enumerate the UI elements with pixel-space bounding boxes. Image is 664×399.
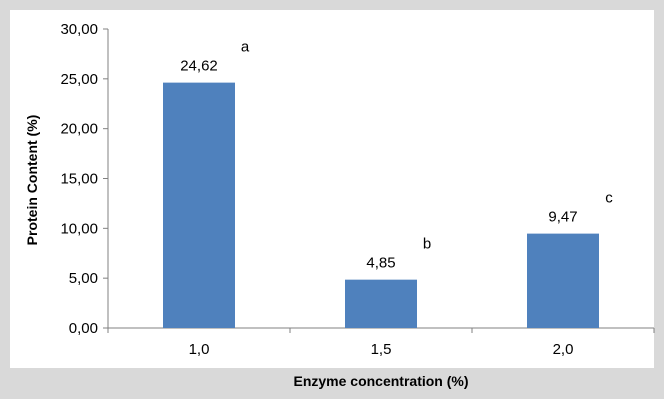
data-label: 4,85 [366, 255, 395, 272]
bars [163, 82, 599, 328]
bar [163, 82, 235, 328]
y-tick-label: 20,00 [60, 121, 98, 138]
y-axis-title: Protein Content (%) [24, 115, 40, 246]
significance-letter: b [423, 236, 431, 253]
bar [345, 279, 417, 328]
y-tick-label: 5,00 [69, 270, 98, 287]
y-tick-label: 10,00 [60, 220, 98, 237]
y-tick-label: 25,00 [60, 71, 98, 88]
significance-letter: a [241, 39, 250, 56]
data-labels: 24,62 a 4,85 b 9,47 c [180, 39, 613, 272]
y-tick-label: 30,00 [60, 21, 98, 38]
x-tick-label: 2,0 [553, 341, 574, 358]
y-tick-label: 15,00 [60, 171, 98, 188]
x-axis-title: Enzyme concentration (%) [293, 373, 468, 389]
data-label: 9,47 [548, 209, 577, 226]
y-axis: 0,00 5,00 10,00 15,00 20,00 25,00 30,00 [60, 21, 109, 337]
bar [527, 233, 599, 328]
x-tick-label: 1,5 [371, 341, 392, 358]
y-tick-label: 0,00 [69, 320, 98, 337]
x-tick-label: 1,0 [189, 341, 210, 358]
data-label: 24,62 [180, 58, 218, 75]
significance-letter: c [605, 190, 613, 207]
